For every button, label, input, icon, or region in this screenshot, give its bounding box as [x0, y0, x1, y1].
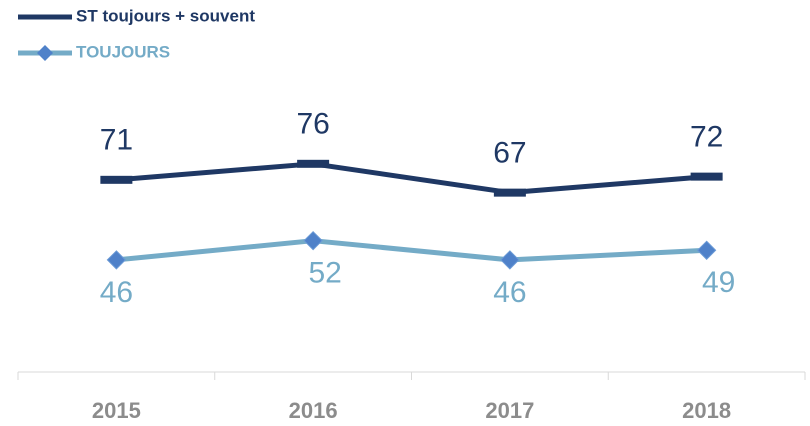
legend-label: TOUJOURS [76, 42, 170, 61]
data-label: 71 [100, 124, 133, 157]
x-tick-label: 2016 [289, 398, 338, 423]
legend-label: ST toujours + souvent [76, 6, 255, 25]
data-label: 49 [702, 266, 735, 299]
data-label: 52 [308, 257, 341, 290]
marker [500, 250, 520, 270]
marker [690, 172, 723, 181]
marker [297, 159, 330, 168]
series-line [116, 161, 707, 196]
data-label: 46 [100, 276, 133, 309]
legend-marker [37, 45, 53, 61]
x-tick-label: 2015 [92, 398, 141, 423]
data-label: 76 [296, 108, 329, 141]
series-line [116, 238, 707, 263]
data-label: 46 [493, 276, 526, 309]
data-label: 67 [493, 137, 526, 170]
marker [100, 175, 133, 184]
marker [696, 240, 717, 260]
data-label: 72 [690, 121, 723, 154]
x-tick-label: 2018 [682, 398, 731, 423]
marker [493, 188, 526, 197]
marker [106, 250, 127, 270]
marker [303, 230, 323, 251]
x-tick-label: 2017 [485, 398, 534, 423]
